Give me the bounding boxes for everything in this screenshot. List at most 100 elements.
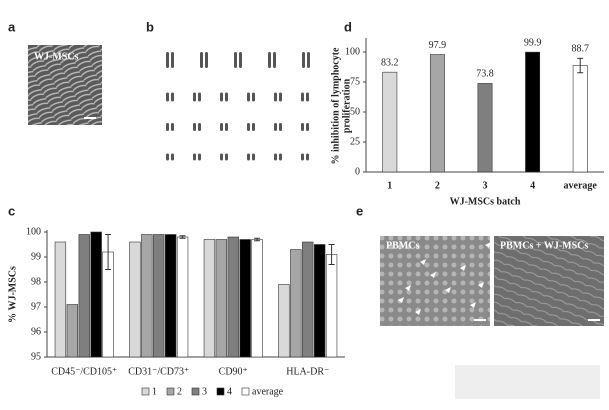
panel-label: b (146, 19, 154, 34)
karyotype (166, 52, 310, 161)
chromosome (166, 153, 169, 161)
arrowhead (430, 272, 436, 278)
arrowhead (485, 242, 491, 248)
chromosome (220, 123, 223, 131)
y-tick-label: 25 (350, 136, 360, 147)
error-bar (254, 237, 261, 242)
chromosome (302, 52, 305, 68)
y-axis-label: proliferation (341, 78, 352, 133)
chromosome (171, 52, 174, 68)
chromosome (234, 52, 237, 68)
legend-swatch (241, 387, 250, 396)
legend-label: 2 (177, 386, 182, 397)
bar (325, 254, 338, 358)
bar (302, 241, 314, 358)
chromosome (279, 92, 282, 102)
error-bar (328, 244, 335, 265)
x-tick-label: 4 (530, 180, 535, 191)
bar (153, 234, 165, 358)
value-label: 88.7 (571, 44, 589, 55)
chromosome (306, 153, 309, 161)
arrowhead (405, 285, 411, 291)
chromosome (252, 153, 255, 161)
bar (203, 239, 216, 358)
legend-label: average (252, 386, 284, 397)
chromosome (166, 92, 169, 102)
chromosome (198, 123, 201, 131)
chromosome (273, 52, 276, 68)
bar (129, 241, 141, 358)
bar (314, 244, 326, 358)
x-tick-label: HLA-DR⁻ (286, 366, 329, 377)
chromosome (306, 92, 309, 102)
bar (239, 239, 251, 358)
error-bar (179, 235, 186, 239)
chromosome (239, 52, 242, 68)
bar (382, 71, 398, 173)
arrowheads (398, 242, 491, 315)
x-tick-label: 3 (483, 180, 488, 191)
y-tick-label: 100 (26, 226, 41, 237)
micrograph (28, 45, 102, 125)
chromosome (307, 52, 310, 68)
arrowhead (415, 309, 421, 315)
chromosome (171, 153, 174, 161)
x-tick-label: CD45⁻/CD105⁺ (51, 366, 117, 377)
chromosome (274, 123, 277, 131)
error-bar (577, 57, 584, 74)
chromosome (274, 92, 277, 102)
panel-label: a (8, 19, 16, 34)
micrograph (494, 236, 604, 326)
panel-label: e (356, 203, 363, 218)
image-caption: PBMCs (386, 240, 419, 251)
x-tick-label: 2 (435, 180, 440, 191)
arrowhead (445, 287, 451, 293)
bar (176, 236, 189, 358)
chromosome (247, 92, 250, 102)
chromosome (200, 52, 203, 68)
chromosome (193, 123, 196, 131)
chromosome (301, 92, 304, 102)
image-caption: WJ-MSCs (34, 51, 79, 62)
chromosome (171, 92, 174, 102)
y-axis-label: % WJ-MSCs (7, 266, 18, 323)
chromosome (252, 123, 255, 131)
bar (66, 304, 78, 358)
error-bar (105, 234, 112, 270)
chromosome (166, 52, 169, 68)
legend-label: 3 (202, 386, 207, 397)
bar (278, 284, 290, 358)
chromosome (198, 92, 201, 102)
x-axis-label: WJ-MSCs batch (450, 196, 521, 207)
legend-label: 4 (227, 386, 232, 397)
chromosome (193, 153, 196, 161)
arrowhead (420, 259, 426, 265)
chromosome (274, 153, 277, 161)
legend-swatch (141, 387, 150, 396)
chromosome (205, 52, 208, 68)
bar (290, 249, 302, 358)
chromosome (279, 123, 282, 131)
bar (141, 234, 153, 358)
chromosome (247, 123, 250, 131)
chromosome (268, 52, 271, 68)
x-tick-label: CD31⁻/CD73⁺ (128, 366, 189, 377)
chromosome (198, 153, 201, 161)
y-tick-label: 95 (31, 351, 41, 362)
value-label: 99.9 (524, 37, 542, 48)
arrowhead (470, 302, 476, 308)
y-tick-label: 98 (31, 276, 41, 287)
panel-label: c (8, 203, 15, 218)
x-tick-label: average (564, 180, 598, 191)
bar (165, 234, 177, 358)
chromosome (220, 153, 223, 161)
chromosome (166, 123, 169, 131)
legend-swatch (216, 387, 225, 396)
bar (429, 54, 445, 173)
y-tick-label: 50 (350, 106, 360, 117)
bar (78, 234, 90, 358)
legend-label: 1 (152, 386, 157, 397)
y-tick-label: 99 (31, 251, 41, 262)
